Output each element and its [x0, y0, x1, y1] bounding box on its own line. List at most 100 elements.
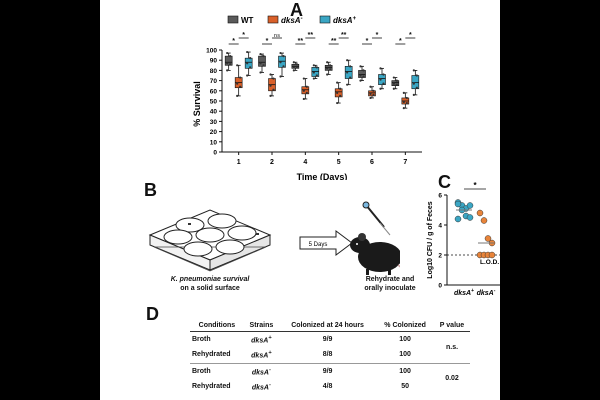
a-point: [359, 79, 362, 82]
a-point: [292, 61, 295, 64]
a-box: [344, 66, 353, 79]
a-sig-label: **: [341, 32, 347, 39]
a-box: [368, 90, 376, 97]
a-ytick-label: 60: [210, 88, 218, 95]
a-point: [246, 74, 249, 77]
colonization-table: Conditions Strains Colonized at 24 hours…: [190, 320, 470, 395]
panel-c-scatter: Log10 CFU / g of Feces 0 2 4 6 dksA+ dksA- L…: [427, 181, 500, 297]
header-pvalue: P value: [434, 320, 470, 332]
a-sig-label: *: [409, 32, 412, 39]
a-ytick-label: 30: [210, 119, 218, 126]
a-point: [226, 62, 229, 65]
a-point: [362, 69, 365, 72]
header-pct: % Colonized: [376, 320, 434, 332]
c-ytick-label: 6: [438, 193, 442, 200]
a-sig-label: *: [266, 38, 269, 45]
a-point: [362, 75, 365, 78]
a-point: [262, 64, 265, 67]
a-legend: WT dksA-dksA+: [227, 15, 357, 25]
a-box: [358, 70, 366, 78]
a-sig-label: *: [399, 38, 402, 45]
panel-a-boxplot: % Survival Time (Days) WT dksA-dksA+ 0 10 2…: [192, 15, 422, 180]
a-point: [305, 85, 308, 88]
a-point: [262, 55, 265, 58]
a-point: [382, 82, 385, 85]
a-point: [349, 65, 352, 68]
a-point: [415, 74, 418, 77]
table-row: Rehydrated dksA- 4/8 50: [192, 381, 409, 392]
a-point: [269, 94, 272, 97]
c-ylabel: Log10 CFU / g of Feces: [427, 201, 434, 279]
a-legend-label: dksA-: [281, 16, 303, 25]
a-box: [301, 86, 310, 95]
a-point: [379, 67, 382, 70]
c-point: [466, 202, 474, 209]
a-point: [395, 83, 398, 86]
a-ylabel: % Survival: [192, 81, 202, 127]
a-legend-swatch: [267, 15, 279, 24]
a-ytick-label: 0: [213, 150, 217, 157]
a-point: [269, 73, 272, 76]
a-point: [382, 73, 385, 76]
c-ytick-label: 2: [438, 253, 442, 260]
panel-label-d: D: [146, 304, 159, 324]
a-point: [302, 97, 305, 101]
c-lod-label: L.O.D.: [480, 259, 499, 266]
a-point: [302, 77, 305, 80]
a-xtick-label: 1: [237, 159, 241, 166]
a-box: [334, 88, 343, 98]
a-point: [349, 76, 352, 79]
a-boxes: [224, 50, 420, 110]
pipette-icon: [362, 201, 391, 236]
arrow-icon: [299, 230, 353, 256]
a-point: [315, 74, 318, 77]
a-point: [359, 65, 362, 68]
a-legend-swatch: [227, 15, 239, 24]
a-point: [249, 66, 252, 69]
c-category-label: dksA-: [477, 288, 496, 297]
a-point: [272, 88, 275, 91]
a-point: [279, 61, 282, 64]
mouse-icon: [350, 233, 400, 275]
a-point: [329, 68, 332, 71]
a-point: [312, 71, 315, 74]
a-point: [339, 87, 342, 90]
plate-caption-1: K. pneumoniae survival: [170, 276, 250, 283]
a-legend-label: dksA+: [333, 16, 357, 25]
a-point: [236, 94, 239, 97]
a-point: [392, 82, 395, 85]
a-point: [282, 65, 285, 68]
a-point: [326, 73, 329, 76]
c-ytick-label: 4: [438, 223, 442, 230]
panel-b-illustration: 5 Days: [148, 201, 400, 275]
a-box: [224, 55, 233, 66]
a-point: [326, 67, 329, 70]
a-ytick-label: 40: [210, 109, 218, 116]
header-strains: Strains: [243, 320, 279, 332]
a-point: [412, 82, 415, 85]
a-point: [295, 63, 298, 66]
c-significance: *: [473, 181, 477, 190]
pvalue-group-1: n.s.: [445, 343, 459, 351]
a-point: [236, 82, 239, 85]
a-point: [229, 63, 232, 66]
a-point: [246, 50, 249, 54]
a-point: [269, 84, 272, 87]
a-point: [259, 71, 262, 74]
a-point: [372, 89, 375, 92]
a-ytick-label: 80: [210, 68, 218, 75]
a-significance: ***ns************: [228, 32, 416, 45]
a-legend-label: WT: [241, 16, 254, 25]
panel-label-a: A: [290, 0, 303, 20]
a-ytick-label: 100: [206, 48, 217, 55]
a-box: [391, 80, 400, 86]
a-ytick-label: 20: [210, 129, 218, 136]
a-sig-label: **: [331, 38, 337, 45]
a-point: [392, 87, 395, 90]
a-point: [379, 87, 382, 90]
a-sig-label: **: [308, 32, 314, 39]
a-ytick-label: 90: [210, 58, 218, 65]
c-categories: dksA+ dksA-: [454, 288, 496, 297]
c-category-label: dksA+: [454, 288, 474, 297]
c-point: [454, 200, 462, 208]
